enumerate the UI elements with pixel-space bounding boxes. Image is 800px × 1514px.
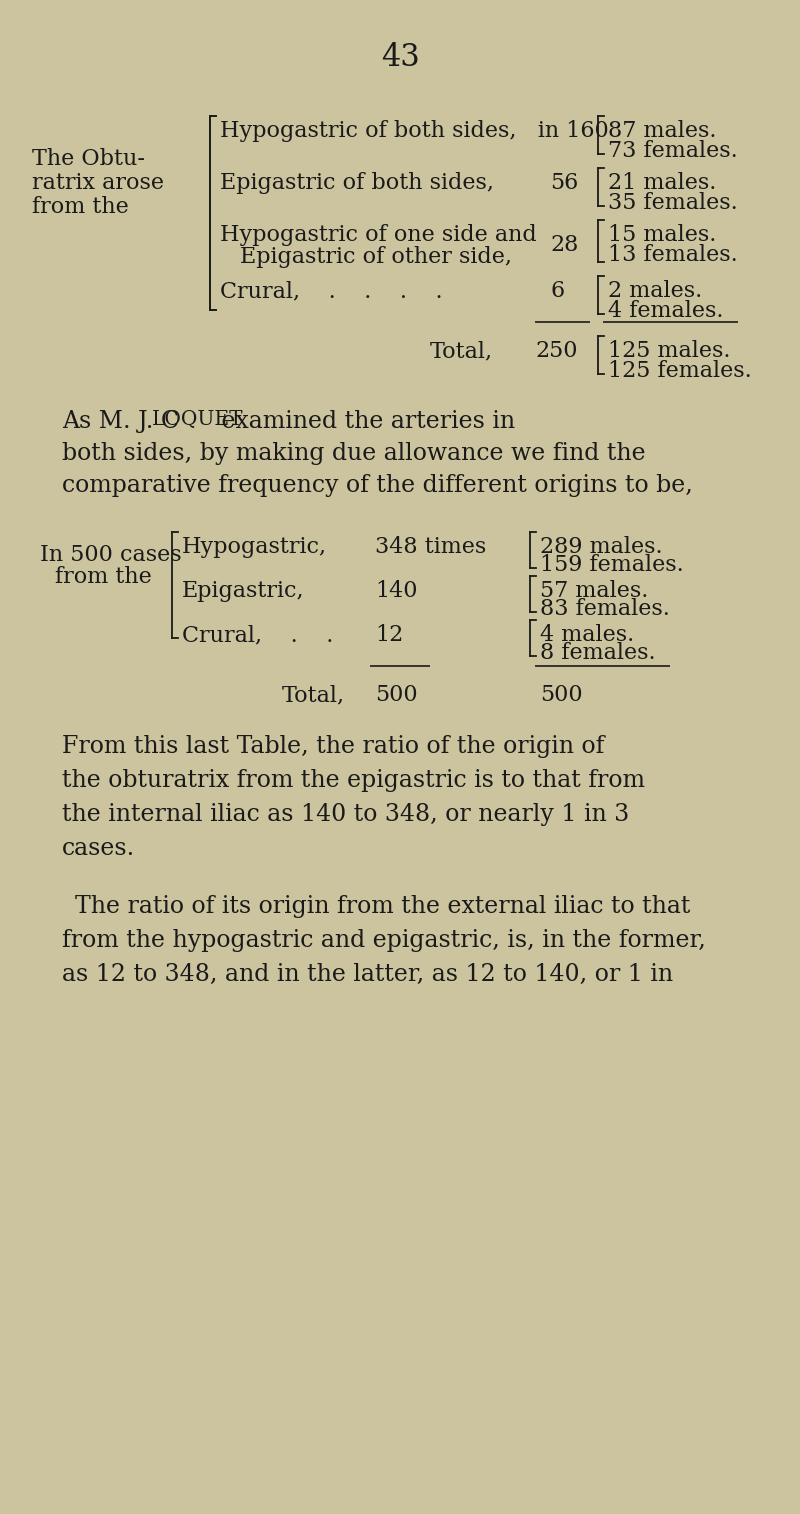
Text: Crural,    .    .    .    .: Crural, . . . . <box>220 280 442 301</box>
Text: 35 females.: 35 females. <box>608 192 738 213</box>
Text: 125 males.: 125 males. <box>608 341 730 362</box>
Text: Hypogastric,: Hypogastric, <box>182 536 327 559</box>
Text: from the hypogastric and epigastric, is, in the former,: from the hypogastric and epigastric, is,… <box>62 930 706 952</box>
Text: Total,: Total, <box>430 341 493 362</box>
Text: 83 females.: 83 females. <box>540 598 670 621</box>
Text: 289 males.: 289 males. <box>540 536 662 559</box>
Text: from the: from the <box>32 195 129 218</box>
Text: 28: 28 <box>550 235 578 256</box>
Text: 56: 56 <box>550 173 578 194</box>
Text: LOQUET: LOQUET <box>152 410 244 428</box>
Text: from the: from the <box>55 566 152 587</box>
Text: Epigastric,: Epigastric, <box>182 580 305 603</box>
Text: In 500 cases: In 500 cases <box>40 544 182 566</box>
Text: 500: 500 <box>540 684 582 706</box>
Text: 125 females.: 125 females. <box>608 360 752 382</box>
Text: 13 females.: 13 females. <box>608 244 738 266</box>
Text: the obturatrix from the epigastric is to that from: the obturatrix from the epigastric is to… <box>62 769 645 792</box>
Text: 140: 140 <box>375 580 418 603</box>
Text: Crural,    .    .: Crural, . . <box>182 624 334 646</box>
Text: comparative frequency of the different origins to be,: comparative frequency of the different o… <box>62 474 693 497</box>
Text: 6: 6 <box>550 280 564 301</box>
Text: 500: 500 <box>375 684 418 706</box>
Text: As M. J. C: As M. J. C <box>62 410 179 433</box>
Text: Hypogastric of one side and: Hypogastric of one side and <box>220 224 537 245</box>
Text: 159 females.: 159 females. <box>540 554 684 575</box>
Text: Hypogastric of both sides,   in 160: Hypogastric of both sides, in 160 <box>220 120 609 142</box>
Text: ratrix arose: ratrix arose <box>32 173 164 194</box>
Text: 15 males.: 15 males. <box>608 224 716 245</box>
Text: as 12 to 348, and in the latter, as 12 to 140, or 1 in: as 12 to 348, and in the latter, as 12 t… <box>62 963 673 986</box>
Text: the internal iliac as 140 to 348, or nearly 1 in 3: the internal iliac as 140 to 348, or nea… <box>62 802 630 827</box>
Text: cases.: cases. <box>62 837 135 860</box>
Text: The ratio of its origin from the external iliac to that: The ratio of its origin from the externa… <box>75 895 690 917</box>
Text: 57 males.: 57 males. <box>540 580 648 603</box>
Text: From this last Table, the ratio of the origin of: From this last Table, the ratio of the o… <box>62 734 604 759</box>
Text: 21 males.: 21 males. <box>608 173 716 194</box>
Text: 12: 12 <box>375 624 403 646</box>
Text: 73 females.: 73 females. <box>608 139 738 162</box>
Text: 87 males.: 87 males. <box>608 120 717 142</box>
Text: 348 times: 348 times <box>375 536 486 559</box>
Text: Epigastric of other side,: Epigastric of other side, <box>240 245 512 268</box>
Text: Epigastric of both sides,: Epigastric of both sides, <box>220 173 494 194</box>
Text: The Obtu-: The Obtu- <box>32 148 145 170</box>
Text: 4 females.: 4 females. <box>608 300 723 322</box>
Text: Total,: Total, <box>282 684 345 706</box>
Text: 2 males.: 2 males. <box>608 280 702 301</box>
Text: 43: 43 <box>381 42 419 73</box>
Text: 250: 250 <box>535 341 578 362</box>
Text: 4 males.: 4 males. <box>540 624 634 646</box>
Text: both sides, by making due allowance we find the: both sides, by making due allowance we f… <box>62 442 646 465</box>
Text: 8 females.: 8 females. <box>540 642 656 665</box>
Text: examined the arteries in: examined the arteries in <box>214 410 515 433</box>
